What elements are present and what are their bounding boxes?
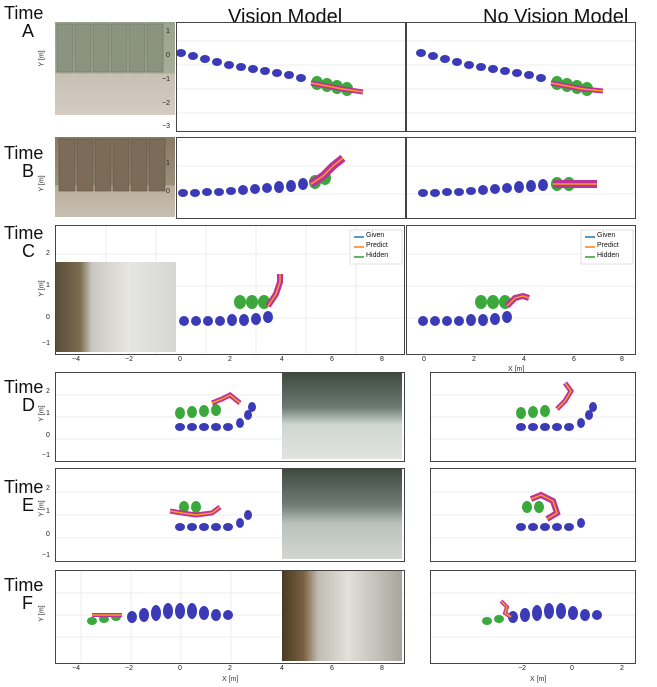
tick-a-y-4: −3 <box>162 123 170 130</box>
tick-c-xr-1: 2 <box>472 356 476 363</box>
tick-c-xr-3: 6 <box>572 356 576 363</box>
plot-a-no-vision <box>406 22 636 132</box>
tick-f-x-3: 2 <box>228 665 232 672</box>
tick-e-y-0: 2 <box>46 485 50 492</box>
tick-d-y-3: −1 <box>42 452 50 459</box>
tick-f-x-6: 8 <box>380 665 384 672</box>
plot-c-no-vision: Given Predict Hidden <box>406 225 636 355</box>
tick-a-y-3: −2 <box>162 100 170 107</box>
tick-c-xr-4: 8 <box>620 356 624 363</box>
plot-e-vision <box>55 468 405 562</box>
tick-d-y-0: 2 <box>46 388 50 395</box>
y-axis-label-b: Y [m] <box>38 175 46 192</box>
y-axis-label-f: Y [m] <box>38 605 46 622</box>
tick-c-x-5: 6 <box>330 356 334 363</box>
tick-a-y-1: 0 <box>166 52 170 59</box>
tick-c-x-6: 8 <box>380 356 384 363</box>
tick-f-x-5: 6 <box>330 665 334 672</box>
y-axis-label-d: Y [m] <box>38 405 46 422</box>
tick-e-y-1: 1 <box>46 508 50 515</box>
tick-f-xr-1: 0 <box>570 665 574 672</box>
plot-b-no-vision <box>406 137 636 219</box>
tick-c-xr-0: 0 <box>422 356 426 363</box>
tick-f-x-1: −2 <box>125 665 133 672</box>
legend-c-vision-hidden: Hidden <box>366 252 389 259</box>
y-axis-label-c: Y [m] <box>38 280 46 297</box>
tick-c-x-0: −4 <box>72 356 80 363</box>
tick-d-y-2: 0 <box>46 432 50 439</box>
given-trajectory-a-vision <box>177 49 306 82</box>
legend-c-vision-predict: Predict <box>366 242 388 249</box>
legend-c-vision <box>349 229 403 265</box>
plot-f-vision <box>55 570 405 664</box>
plot-c-vision: Given Predict Hidden <box>55 225 405 355</box>
x-axis-label-f-right: X [m] <box>530 676 547 683</box>
tick-c-y-0: 2 <box>46 250 50 257</box>
tick-f-x-2: 0 <box>178 665 182 672</box>
camera-image-d <box>282 373 402 459</box>
camera-image-f <box>282 571 402 661</box>
time-label-a: Time A <box>4 3 44 41</box>
camera-image-a <box>55 22 175 115</box>
legend-c-vision-given: Given <box>366 232 385 239</box>
time-label-e: Time E <box>4 477 44 515</box>
tick-c-y-2: 0 <box>46 314 50 321</box>
tick-e-y-2: 0 <box>46 531 50 538</box>
y-axis-label-e: Y [m] <box>38 500 46 517</box>
plot-a-vision <box>176 22 406 132</box>
tick-a-y-2: −1 <box>162 76 170 83</box>
legend-c-no-vision-given: Given <box>597 232 616 239</box>
tick-c-y-3: −1 <box>42 340 50 347</box>
tick-f-xr-2: 2 <box>620 665 624 672</box>
plot-d-vision <box>55 372 405 462</box>
tick-a-y-0: 1 <box>166 28 170 35</box>
plot-d-no-vision <box>430 372 636 462</box>
time-label-b: Time B <box>4 143 44 181</box>
tick-f-x-4: 4 <box>280 665 284 672</box>
legend-c-no-vision-hidden: Hidden <box>597 252 620 259</box>
tick-e-y-3: −1 <box>42 552 50 559</box>
plot-b-vision <box>176 137 406 219</box>
time-label-f: Time F <box>4 575 44 613</box>
plot-f-no-vision <box>430 570 636 664</box>
tick-d-y-1: 1 <box>46 410 50 417</box>
tick-c-xr-2: 4 <box>522 356 526 363</box>
plot-e-no-vision <box>430 468 636 562</box>
tick-c-y-1: 1 <box>46 282 50 289</box>
tick-c-x-1: −2 <box>125 356 133 363</box>
tick-b-y-1: 0 <box>166 188 170 195</box>
trajectory-plot-a-vision <box>177 40 405 114</box>
y-axis-label-a: Y [m] <box>38 50 46 67</box>
time-label-c: Time C <box>4 223 44 261</box>
tick-f-x-0: −4 <box>72 665 80 672</box>
tick-f-xr-0: −2 <box>518 665 526 672</box>
camera-image-c <box>56 262 176 352</box>
tick-b-y-0: 1 <box>166 160 170 167</box>
tick-c-x-3: 2 <box>228 356 232 363</box>
x-axis-label-f: X [m] <box>222 676 239 683</box>
tick-c-x-4: 4 <box>280 356 284 363</box>
legend-c-no-vision-predict: Predict <box>597 242 619 249</box>
camera-image-b <box>55 137 175 217</box>
x-axis-label-c: X [m] <box>508 366 525 373</box>
tick-c-x-2: 0 <box>178 356 182 363</box>
trajectory-plot-a-no-vision <box>407 40 635 114</box>
time-label-d: Time D <box>4 377 44 415</box>
camera-image-e <box>282 469 402 559</box>
